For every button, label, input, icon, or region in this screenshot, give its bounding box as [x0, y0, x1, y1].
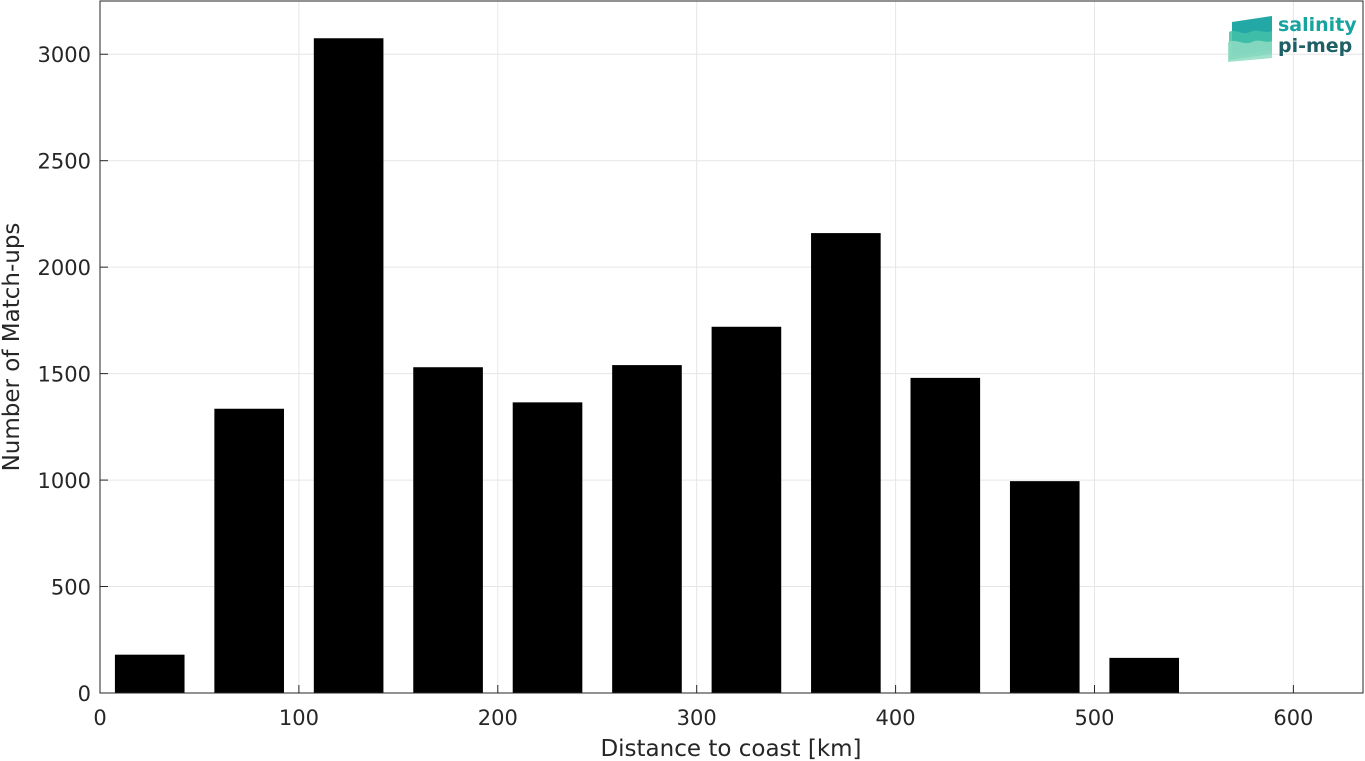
x-axis-label: Distance to coast [km]: [600, 736, 861, 761]
x-axis-ticks: 0 100 200 300 400 500 600: [93, 685, 1313, 730]
histogram-bar: [612, 365, 682, 693]
y-tick-label: 2000: [38, 256, 91, 280]
grid-lines: [99, 1, 1363, 694]
histogram-bar: [811, 233, 881, 693]
x-tick-label: 200: [478, 706, 518, 730]
plot-frame: [99, 0, 1364, 694]
logo-text-pi-mep: pi-mep: [1278, 35, 1353, 57]
histogram-bar: [114, 654, 185, 693]
y-tick-label: 1500: [38, 363, 91, 387]
histogram-bar: [214, 408, 284, 693]
y-tick-label: 3000: [38, 43, 91, 67]
x-tick-label: 400: [876, 706, 916, 730]
x-tick-label: 300: [677, 706, 717, 730]
x-tick-label: 100: [279, 706, 319, 730]
y-axis-label: Number of Match-ups: [0, 223, 25, 472]
salinity-pi-mep-logo: salinity pi-mep: [1226, 14, 1360, 66]
histogram-bar: [910, 377, 981, 693]
logo-text-salinity: salinity: [1278, 14, 1357, 36]
x-tick-label: 600: [1273, 706, 1313, 730]
x-tick-label: 500: [1074, 706, 1114, 730]
histogram-bar: [413, 367, 483, 693]
histogram-bar: [711, 326, 782, 693]
histogram-bar: [1009, 481, 1080, 693]
histogram-bar: [1109, 657, 1180, 693]
histogram-bar: [512, 402, 583, 693]
y-tick-label: 1000: [38, 469, 91, 493]
logo-wave-icon: [1228, 16, 1272, 62]
y-tick-label: 500: [51, 576, 91, 600]
bars: [114, 38, 1180, 694]
y-axis-ticks: 0 500 1000 1500 2000 2500 3000: [38, 43, 108, 706]
y-tick-label: 0: [78, 682, 91, 706]
y-tick-label: 2500: [38, 150, 91, 174]
x-tick-label: 0: [93, 706, 106, 730]
histogram-bar: [313, 38, 384, 694]
